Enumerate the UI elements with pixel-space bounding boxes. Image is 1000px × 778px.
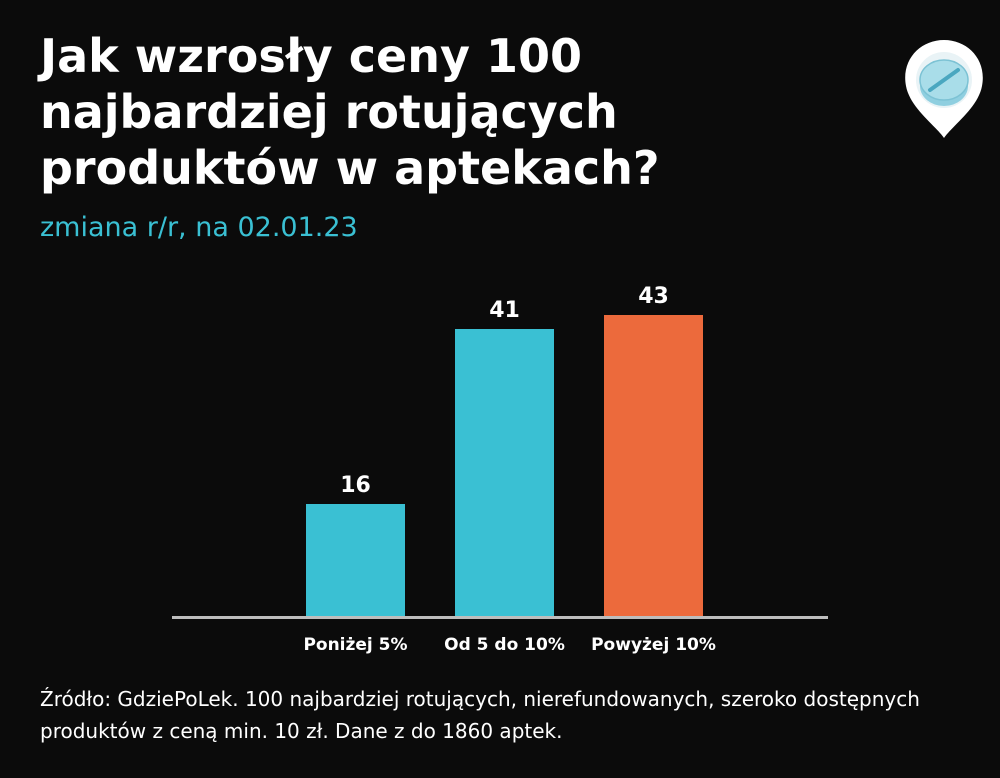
category-label-3: Powyżej 10% [591, 635, 716, 655]
bar-1 [306, 504, 405, 616]
bar-chart: 16 Poniżej 5% 41 Od 5 do 10% 43 Powyżej 10% [172, 284, 828, 655]
source-note: Źródło: GdziePoLek. 100 najbardziej rotu… [40, 687, 920, 743]
data-label-3: 43 [638, 284, 669, 309]
category-label-2: Od 5 do 10% [444, 635, 565, 655]
bar-3 [604, 315, 703, 616]
data-label-1: 16 [340, 473, 371, 498]
bar-2 [455, 329, 554, 616]
chart-title: Jak wzrosły ceny 100 najbardziej rotując… [40, 29, 660, 195]
data-label-2: 41 [489, 298, 520, 323]
chart-subtitle: zmiana r/r, na 02.01.23 [40, 212, 358, 243]
pill-location-pin-icon [905, 40, 983, 138]
category-label-1: Poniżej 5% [303, 635, 407, 655]
